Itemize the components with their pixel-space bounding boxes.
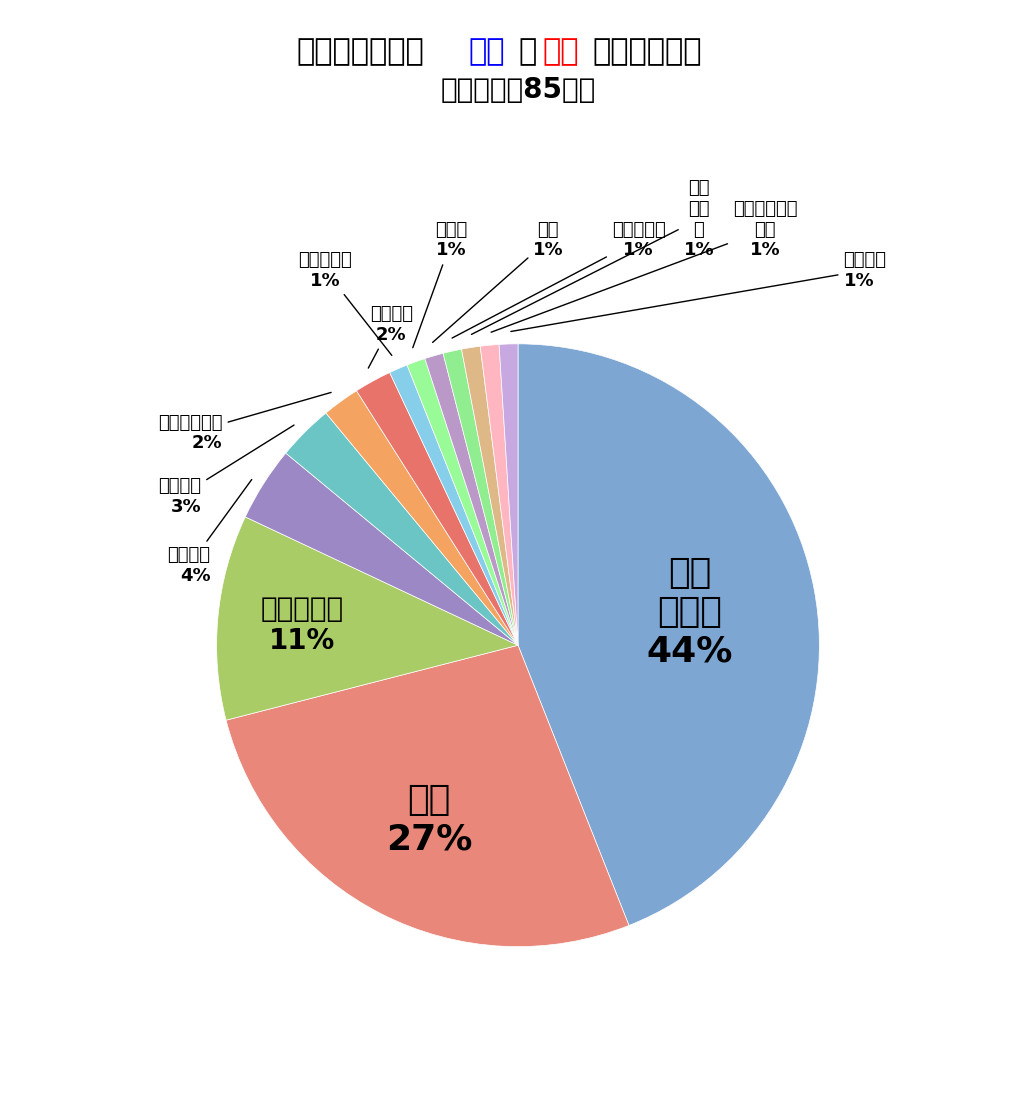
Text: フィリピン
11%: フィリピン 11% [260,595,344,654]
Text: （死者合誁85人）: （死者合誁85人） [440,76,596,104]
Text: 外国人の割合: 外国人の割合 [592,37,701,66]
Wedge shape [481,344,518,646]
Wedge shape [407,359,518,646]
Wedge shape [499,344,518,646]
Text: ブラジル
4%: ブラジル 4% [168,480,252,585]
Wedge shape [356,373,518,646]
Wedge shape [226,646,629,947]
Text: パキ
スタ
ン
1%: パキ スタ ン 1% [471,179,714,334]
Wedge shape [461,346,518,646]
Text: スリランカ
1%: スリランカ 1% [298,251,392,355]
Wedge shape [390,365,518,646]
Text: 来日: 来日 [468,37,506,66]
Text: 在日: 在日 [543,37,579,66]
Wedge shape [246,453,518,646]
Wedge shape [326,390,518,646]
Text: ネパール
2%: ネパール 2% [369,305,413,369]
Wedge shape [443,349,518,646]
Text: ペルー
1%: ペルー 1% [412,221,468,348]
Text: イギリス
3%: イギリス 3% [159,425,294,516]
Text: クロアチア
1%: クロアチア 1% [452,221,665,338]
Wedge shape [286,412,518,646]
Text: ナイジェリア
2%: ナイジェリア 2% [159,393,332,452]
Wedge shape [217,517,518,720]
Wedge shape [518,344,819,925]
Wedge shape [425,353,518,646]
Text: 日本人を殺した: 日本人を殺した [296,37,424,66]
Text: 台湾
1%: 台湾 1% [433,221,564,342]
Text: アメリカ
1%: アメリカ 1% [511,251,887,331]
Text: 韓国
・朝鮮
44%: 韓国 ・朝鮮 44% [646,557,732,669]
Text: 中国
27%: 中国 27% [385,783,472,857]
Text: バングラディ
シュ
1%: バングラディ シュ 1% [491,200,798,332]
Text: ・: ・ [518,37,537,66]
